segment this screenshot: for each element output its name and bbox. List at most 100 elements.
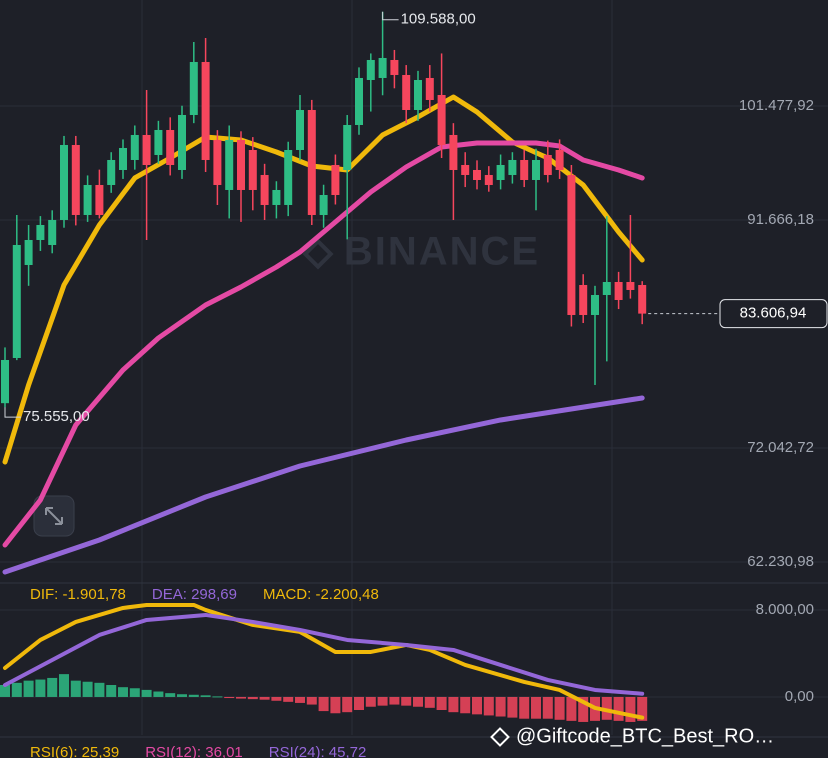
- histogram-bar: [330, 696, 341, 714]
- candle-body: [154, 129, 163, 155]
- watermark: BINANCE: [344, 230, 540, 274]
- histogram-bar: [224, 696, 235, 699]
- histogram-bar: [460, 696, 471, 714]
- expand-icon[interactable]: [33, 495, 75, 537]
- histogram-bar: [578, 696, 589, 722]
- y-tick-label: 62.230,98: [747, 553, 814, 570]
- histogram-bar: [283, 696, 294, 702]
- y-tick-label: 101.477,92: [739, 97, 814, 114]
- indicator-label: MACD: -2.200,48: [263, 586, 379, 603]
- histogram-bar: [448, 696, 459, 713]
- annotation-leader: [4, 407, 21, 418]
- annotation-leader: [382, 11, 399, 21]
- candle-body: [319, 194, 328, 215]
- last-price-box: [719, 299, 828, 329]
- candle-body: [237, 139, 245, 190]
- histogram-bar: [236, 696, 246, 699]
- histogram-bar: [200, 695, 211, 697]
- histogram-bar: [389, 696, 400, 705]
- histogram-bar: [354, 696, 364, 710]
- candle-body: [602, 281, 611, 295]
- histogram-bar: [129, 688, 140, 697]
- candle-body: [390, 59, 399, 75]
- histogram-bar: [0, 685, 10, 697]
- histogram-bar: [23, 680, 34, 697]
- candle-body: [532, 159, 540, 180]
- histogram-bar: [247, 696, 258, 700]
- candle-body: [296, 109, 304, 150]
- candle-body: [425, 77, 434, 100]
- histogram-bar: [424, 696, 435, 708]
- candle-body: [331, 164, 340, 195]
- candle-body: [166, 129, 175, 165]
- last-price-label: 83.606,94: [740, 305, 807, 322]
- candle-body: [95, 184, 104, 215]
- candle-body: [1, 359, 9, 404]
- indicator-line: [3, 602, 645, 720]
- candle-body: [638, 284, 647, 314]
- source-logo: [490, 727, 510, 747]
- histogram-bar: [212, 696, 223, 698]
- y-tick-label: 8.000,00: [756, 601, 814, 618]
- candle-body: [484, 174, 493, 185]
- histogram-bar: [177, 694, 187, 697]
- indicator-line: [3, 612, 645, 696]
- plot: 62.230,98 72.042,72 91.666,18 101.477,92 109…: [0, 11, 828, 758]
- candle-body: [284, 149, 293, 205]
- histogram-bar: [318, 696, 329, 712]
- candle-body: [213, 139, 222, 185]
- candle-body: [626, 281, 635, 290]
- candle-body: [567, 174, 576, 315]
- candle-body: [60, 144, 68, 220]
- y-tick-label: 91.666,18: [747, 211, 814, 228]
- histogram-bar: [377, 696, 388, 706]
- candle-body: [543, 154, 552, 175]
- histogram-bar: [519, 696, 530, 719]
- watermark-logo: [302, 238, 334, 270]
- candle-body: [71, 144, 80, 215]
- candle-body: [591, 294, 599, 315]
- candle-body: [579, 284, 588, 315]
- histogram-bar: [259, 696, 270, 700]
- histogram-bar: [483, 696, 494, 716]
- histogram-bar: [342, 696, 353, 713]
- histogram-bar: [11, 682, 22, 697]
- candle-body: [437, 94, 446, 145]
- histogram-bar: [141, 689, 152, 697]
- candle-body: [272, 189, 281, 205]
- histogram-bar: [165, 693, 176, 697]
- histogram-bar: [436, 696, 447, 710]
- histogram-bar: [625, 696, 636, 722]
- candle-body: [107, 159, 116, 185]
- candle-body: [496, 164, 505, 180]
- candle-body: [142, 134, 151, 165]
- candle-body: [83, 184, 92, 215]
- candle-body: [130, 134, 139, 160]
- histogram-bar: [271, 696, 282, 701]
- candle-body: [461, 164, 470, 175]
- histogram-bar: [507, 696, 518, 718]
- candle-body: [355, 77, 363, 125]
- annotation-label: 109.588,00: [401, 11, 476, 28]
- time-grid: [141, 0, 613, 735]
- candle-body: [225, 139, 234, 190]
- histogram-bar: [306, 696, 317, 705]
- candle-body: [555, 149, 564, 170]
- y-tick-label: 72.042,72: [747, 439, 814, 456]
- candle-body: [189, 61, 198, 115]
- histogram-bar: [47, 677, 58, 697]
- histogram-bar: [401, 696, 412, 706]
- histogram-bar: [106, 685, 117, 697]
- histogram-bar: [35, 679, 46, 697]
- candle-body: [520, 159, 529, 180]
- candle-body: [248, 149, 257, 190]
- histogram-bar: [637, 696, 648, 721]
- annotation-label: 75.555,00: [23, 408, 90, 425]
- histogram-bar: [153, 691, 164, 697]
- histogram-bar: [413, 696, 423, 707]
- candle-body: [201, 61, 210, 160]
- candle-body: [614, 281, 623, 300]
- histogram-bar: [554, 696, 565, 720]
